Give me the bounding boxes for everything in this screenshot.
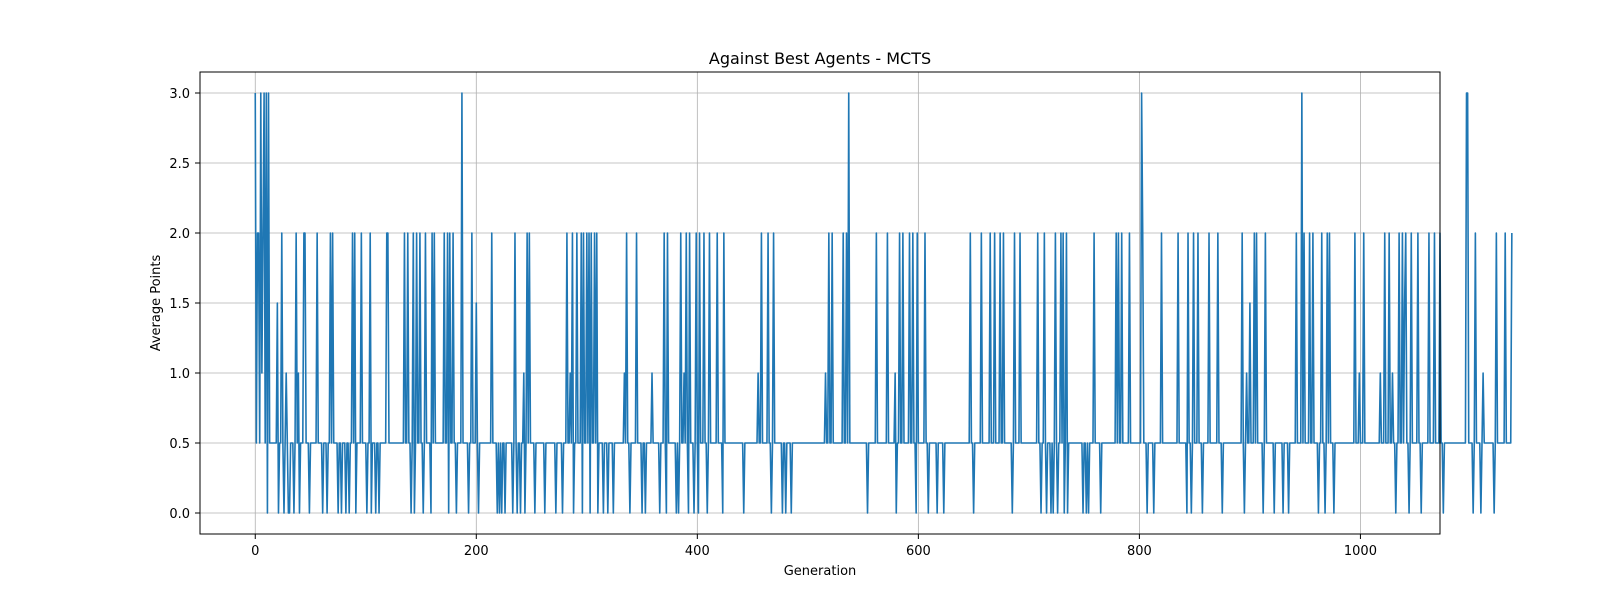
y-tick-label: 1.5 [169, 297, 190, 312]
x-axis-label: Generation [784, 564, 857, 579]
y-tick-label: 1.0 [169, 367, 190, 382]
x-tick-label: 800 [1127, 544, 1152, 559]
x-tick-label: 200 [464, 544, 489, 559]
x-tick-label: 600 [906, 544, 931, 559]
y-tick-label: 3.0 [169, 87, 190, 102]
y-tick-label: 2.0 [169, 227, 190, 242]
x-tick-label: 0 [251, 544, 259, 559]
x-tick-label: 400 [685, 544, 710, 559]
axis-ticks: 0 200 400 600 800 1000 0.0 0.5 1.0 1.5 2.0 2.5 3.0 [169, 87, 1377, 559]
y-tick-label: 0.5 [169, 437, 190, 452]
y-tick-label: 0.0 [169, 507, 190, 522]
chart-title: Against Best Agents - MCTS [709, 49, 931, 68]
y-tick-label: 2.5 [169, 157, 190, 172]
y-axis-label: Average Points [149, 254, 164, 351]
series-layer [254, 92, 1513, 514]
x-tick-label: 1000 [1344, 544, 1377, 559]
series-line-0 [254, 92, 1513, 514]
